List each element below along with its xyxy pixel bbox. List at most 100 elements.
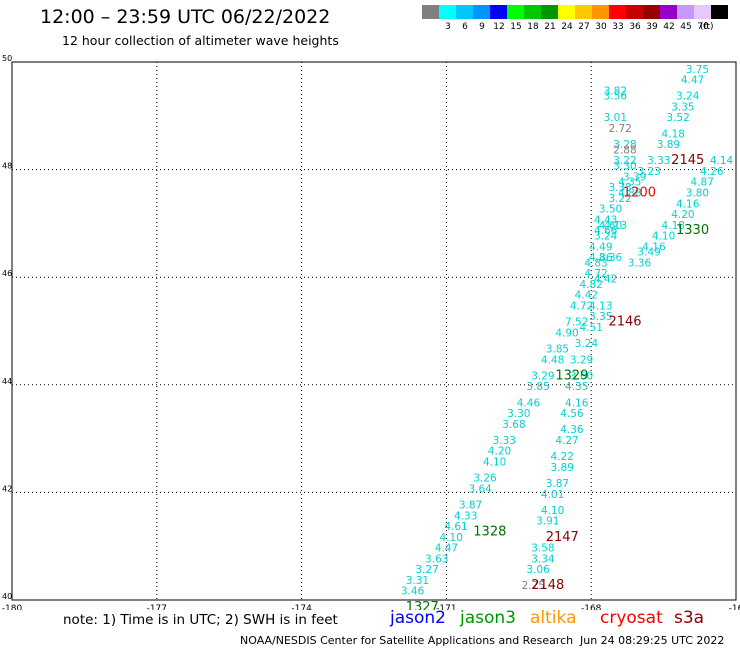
wave-height-value: 4.87 (691, 177, 714, 189)
wave-height-value: 4.16 (676, 198, 700, 210)
wave-height-value: 3.27 (415, 564, 438, 576)
legend-label: 27 (578, 22, 590, 32)
legend-swatch (626, 5, 643, 19)
wave-height-value: 3.31 (406, 575, 429, 587)
wave-height-value: 3.33 (608, 182, 631, 194)
x-tick-label: -168 (581, 604, 602, 610)
wave-height-value: 3.28 (613, 139, 636, 151)
wave-height-value: 3.35 (671, 101, 694, 113)
pass-time-label: 1329 (555, 368, 588, 383)
wave-height-value: 3.29 (531, 370, 554, 382)
wave-height-value: 4.10 (440, 532, 463, 544)
legend-swatch (711, 5, 728, 19)
wave-height-value: 4.22 (551, 451, 574, 463)
pass-time-label: 1330 (676, 223, 709, 238)
wave-height-value: 4.42 (575, 290, 598, 302)
wave-height-value: 4.20 (488, 446, 511, 458)
wave-height-value: 4.36 (560, 424, 584, 436)
wave-height-value: 4.10 (541, 505, 564, 517)
wave-height-value: 3.85 (526, 381, 549, 393)
wave-height-value: 3.36 (628, 257, 652, 269)
wave-height-value: 4.83 (584, 257, 607, 269)
wave-height-value: 3.89 (657, 139, 680, 151)
pass-time-label: 2145 (671, 153, 704, 168)
wave-height-value: 3.63 (425, 553, 448, 565)
wave-height-value: 4.14 (710, 155, 734, 167)
x-tick-label: -16 (729, 604, 740, 610)
legend-swatch (456, 5, 473, 19)
pass-time-label: 1327 (406, 600, 439, 610)
wave-height-value: 4.48 (541, 354, 564, 366)
wave-height-value: 4.10 (652, 231, 675, 243)
legend-label: 6 (462, 22, 468, 32)
legend-label: 70 (697, 22, 709, 32)
legend-label: 36 (629, 22, 641, 32)
legend-swatch (643, 5, 660, 19)
legend-label: 42 (663, 22, 675, 32)
mission-label: s3a (674, 608, 705, 628)
wave-height-value: 3.82 (604, 85, 627, 97)
y-tick-label: 46 (2, 269, 12, 278)
wave-height-value: 4.60 (599, 220, 622, 232)
wave-height-value: 3.33 (647, 155, 670, 167)
wave-height-value: 4.13 (589, 300, 612, 312)
footer-timestamp: Jun 24 08:29:25 UTC 2022 (580, 634, 725, 647)
wave-height-value: 3.46 (401, 586, 425, 598)
wave-height-value: 4.72 (570, 300, 593, 312)
legend-label: 33 (612, 22, 624, 32)
wave-height-value: 3.22 (608, 193, 631, 205)
wave-height-value: 4.10 (483, 457, 506, 469)
wave-height-value: 4.47 (681, 75, 704, 87)
wave-height-value: 3.58 (531, 543, 554, 555)
wave-height-value: 4.35 (565, 381, 588, 393)
wave-height-value: 3.33 (493, 435, 516, 447)
legend-swatch (609, 5, 626, 19)
y-tick-label: 40 (2, 592, 12, 601)
wave-height-value: 4.56 (560, 408, 584, 420)
wave-height-value: 3.91 (536, 516, 559, 528)
y-tick-label: 48 (2, 162, 12, 171)
wave-height-value: 3.24 (676, 91, 700, 103)
wave-height-value: 3.23 (637, 166, 660, 178)
wave-height-value: 4.01 (541, 489, 564, 501)
mission-label: cryosat (600, 608, 663, 628)
wave-height-value: 3.36 (599, 252, 623, 264)
pass-time-label: 2148 (531, 578, 564, 593)
pass-time-label: 2147 (546, 530, 579, 545)
wave-height-value: 2.72 (608, 123, 631, 135)
wave-height-value: 4.49 (589, 241, 612, 253)
wave-height-value: 3.39 (623, 171, 646, 183)
legend-swatch (694, 5, 711, 19)
mission-label: altika (530, 608, 577, 628)
legend-swatch (473, 5, 490, 19)
legend-label: 45 (680, 22, 692, 32)
wave-height-value: 4.18 (662, 128, 685, 140)
wave-height-value: 4.16 (642, 241, 666, 253)
wave-height-value: 7.52 (565, 317, 588, 329)
wave-height-value: 3.56 (604, 91, 628, 103)
y-tick-label: 44 (2, 377, 12, 386)
legend-label: 24 (561, 22, 573, 32)
legend-label: 12 (493, 22, 505, 32)
legend-label: 3 (445, 22, 451, 32)
wave-height-value: 3.49 (637, 247, 660, 259)
legend-label: 15 (510, 22, 522, 32)
legend-label: 21 (544, 22, 556, 32)
legend-swatch (558, 5, 575, 19)
plot-frame (11, 61, 737, 601)
wave-height-value: 4.18 (662, 220, 685, 232)
wave-height-value: 3.85 (546, 344, 569, 356)
wave-height-value: 3.30 (507, 408, 530, 420)
wave-height-value: 4.47 (435, 543, 458, 555)
wave-height-value: 3.64 (468, 483, 492, 495)
wave-height-value: 3.87 (546, 478, 569, 490)
legend-label: 18 (527, 22, 539, 32)
wave-height-value: 2.88 (613, 144, 636, 156)
wave-height-value: 3.29 (570, 354, 593, 366)
mission-label: jason3 (460, 608, 516, 628)
legend-swatch (524, 5, 541, 19)
x-tick-label: -180 (2, 604, 23, 610)
wave-height-value: 4.46 (517, 397, 541, 409)
wave-height-value: 3.52 (666, 112, 689, 124)
wave-height-value: 3.68 (502, 419, 525, 431)
